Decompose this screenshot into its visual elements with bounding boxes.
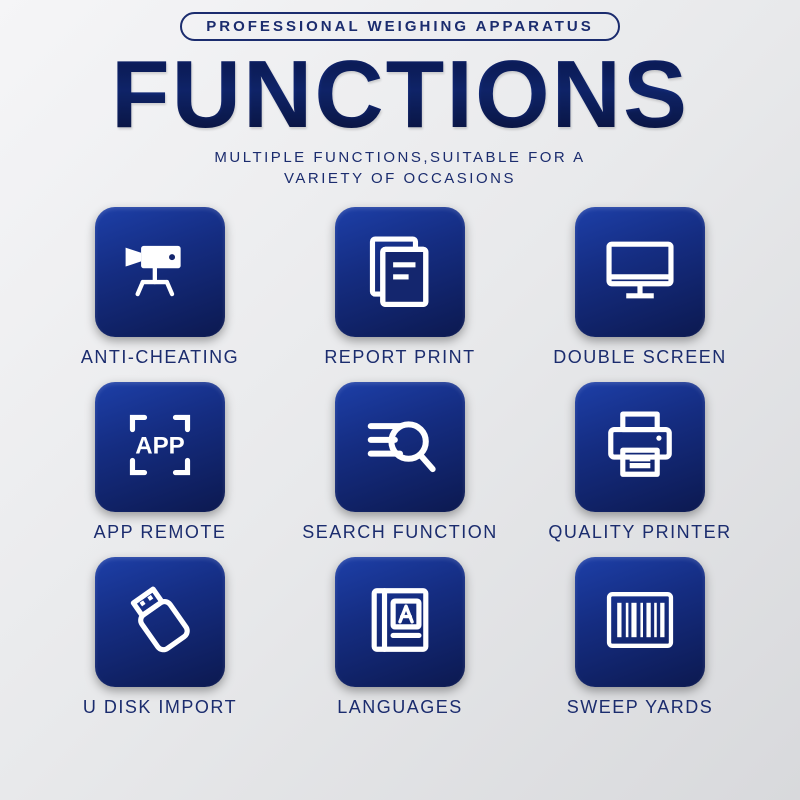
main-title: FUNCTIONS bbox=[30, 47, 770, 143]
feature-app-remote: APP APP REMOTE bbox=[60, 382, 260, 543]
feature-tile bbox=[575, 557, 705, 687]
svg-text:APP: APP bbox=[135, 432, 185, 459]
feature-tile bbox=[95, 207, 225, 337]
feature-label: REPORT PRINT bbox=[324, 347, 475, 368]
feature-barcode: SWEEP YARDS bbox=[540, 557, 740, 718]
feature-tile bbox=[335, 382, 465, 512]
infographic-page: PROFESSIONAL WEIGHING APPARATUS FUNCTION… bbox=[0, 0, 800, 728]
header-badge: PROFESSIONAL WEIGHING APPARATUS bbox=[180, 12, 619, 41]
feature-tile bbox=[95, 557, 225, 687]
feature-tile: APP bbox=[95, 382, 225, 512]
camera-icon bbox=[117, 227, 203, 318]
feature-label: ANTI-CHEATING bbox=[81, 347, 239, 368]
usb-icon bbox=[117, 577, 203, 668]
subtitle-line-1: MULTIPLE FUNCTIONS,SUITABLE FOR A bbox=[214, 149, 585, 166]
feature-search: SEARCH FUNCTION bbox=[300, 382, 500, 543]
feature-tile bbox=[575, 382, 705, 512]
feature-tile bbox=[335, 557, 465, 687]
feature-label: DOUBLE SCREEN bbox=[553, 347, 727, 368]
feature-grid: ANTI-CHEATING REPORT PRINT bbox=[30, 207, 770, 718]
feature-tile bbox=[335, 207, 465, 337]
report-icon bbox=[357, 227, 443, 318]
printer-icon bbox=[597, 402, 683, 493]
search-icon bbox=[357, 402, 443, 493]
barcode-icon bbox=[597, 577, 683, 668]
subtitle: MULTIPLE FUNCTIONS,SUITABLE FOR A VARIET… bbox=[30, 147, 770, 189]
monitor-icon bbox=[597, 227, 683, 318]
feature-double-screen: DOUBLE SCREEN bbox=[540, 207, 740, 368]
feature-label: APP REMOTE bbox=[94, 522, 227, 543]
language-icon bbox=[357, 577, 443, 668]
feature-usb: U DISK IMPORT bbox=[60, 557, 260, 718]
app-icon: APP bbox=[117, 402, 203, 493]
feature-anti-cheating: ANTI-CHEATING bbox=[60, 207, 260, 368]
feature-tile bbox=[575, 207, 705, 337]
feature-languages: LANGUAGES bbox=[300, 557, 500, 718]
subtitle-line-2: VARIETY OF OCCASIONS bbox=[284, 170, 516, 187]
feature-label: SEARCH FUNCTION bbox=[302, 522, 498, 543]
feature-label: SWEEP YARDS bbox=[567, 697, 714, 718]
feature-label: LANGUAGES bbox=[337, 697, 463, 718]
feature-report-print: REPORT PRINT bbox=[300, 207, 500, 368]
feature-label: QUALITY PRINTER bbox=[548, 522, 731, 543]
feature-label: U DISK IMPORT bbox=[83, 697, 237, 718]
feature-printer: QUALITY PRINTER bbox=[540, 382, 740, 543]
